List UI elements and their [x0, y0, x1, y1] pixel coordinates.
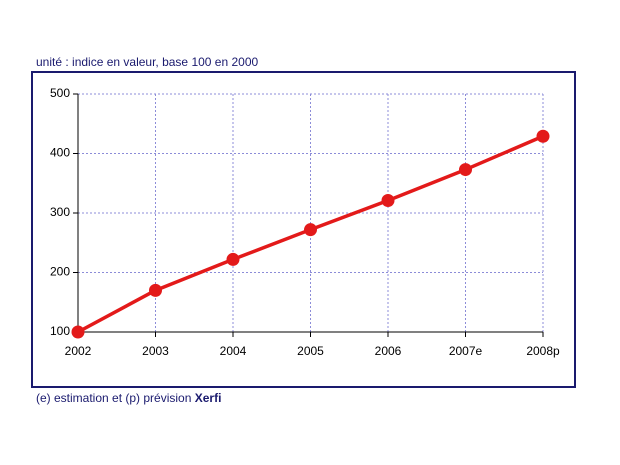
chart-subtitle: unité : indice en valeur, base 100 en 20… — [36, 55, 258, 69]
x-tick-label: 2003 — [142, 344, 169, 358]
y-tick-label: 200 — [50, 265, 70, 279]
x-tick-label: 2006 — [375, 344, 402, 358]
data-point — [149, 283, 162, 297]
footnote-source: Xerfi — [195, 391, 222, 405]
y-tick-label: 400 — [50, 146, 70, 160]
data-point — [304, 223, 317, 237]
data-point — [459, 163, 472, 177]
y-tick-label: 500 — [50, 86, 70, 100]
x-tick-label: 2005 — [297, 344, 324, 358]
x-tick-label: 2002 — [65, 344, 92, 358]
data-point — [226, 252, 240, 266]
footnote: (e) estimation et (p) prévision Xerfi — [36, 391, 221, 405]
x-tick-label: 2008p — [526, 344, 560, 358]
y-tick-label: 300 — [50, 205, 70, 219]
x-tick-label: 2007e — [449, 344, 483, 358]
data-point — [381, 194, 395, 208]
chart-frame — [31, 71, 576, 388]
data-point — [536, 129, 550, 143]
data-point — [71, 325, 85, 339]
x-tick-label: 2004 — [220, 344, 247, 358]
footnote-text: (e) estimation et (p) prévision — [36, 391, 191, 405]
y-tick-label: 100 — [50, 324, 70, 338]
